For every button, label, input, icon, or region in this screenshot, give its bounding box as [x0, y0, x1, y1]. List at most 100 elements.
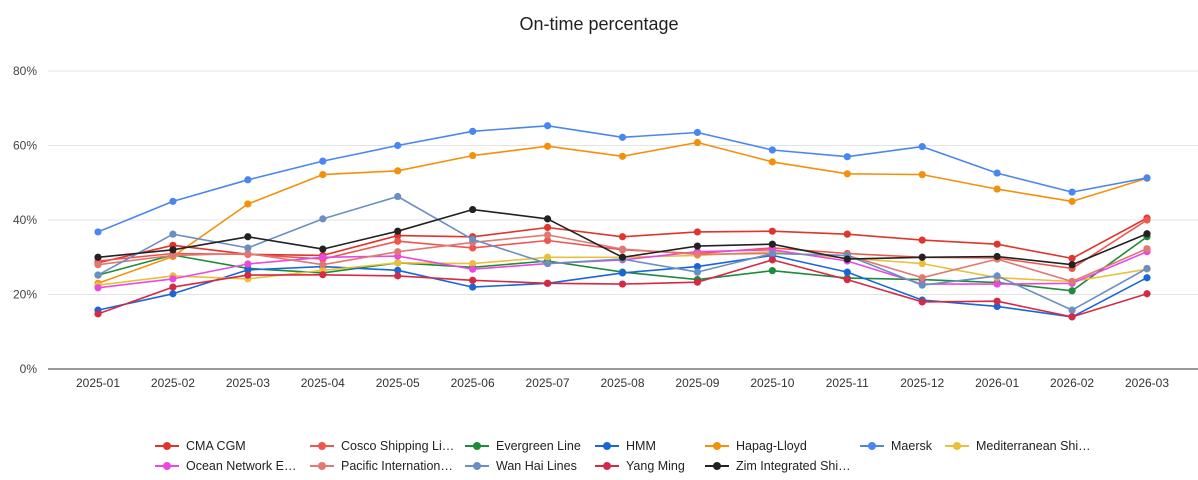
data-point-yang-ming[interactable] — [244, 271, 252, 279]
data-point-hapag-lloyd[interactable] — [244, 200, 252, 208]
data-point-yang-ming[interactable] — [618, 280, 627, 288]
data-point-yang-ming[interactable] — [469, 276, 477, 284]
data-point-hapag-lloyd[interactable] — [768, 158, 776, 166]
data-point-wan-hai-lines[interactable] — [169, 230, 177, 238]
data-point-zim-integrated-shipping-services[interactable] — [169, 246, 177, 254]
data-point-pacific-international-lines[interactable] — [169, 251, 177, 259]
data-point-yang-ming[interactable] — [94, 310, 102, 318]
data-point-zim-integrated-shipping-services[interactable] — [469, 205, 477, 214]
data-point-wan-hai-lines[interactable] — [1068, 306, 1076, 314]
data-point-wan-hai-lines[interactable] — [1143, 264, 1151, 273]
legend-item[interactable]: CMA CGM — [155, 436, 246, 456]
data-point-wan-hai-lines[interactable] — [394, 192, 402, 201]
data-point-zim-integrated-shipping-services[interactable] — [319, 245, 327, 253]
data-point-zim-integrated-shipping-services[interactable] — [244, 233, 252, 241]
data-point-maersk[interactable] — [319, 157, 327, 165]
data-point-hmm[interactable] — [469, 283, 477, 291]
data-point-pacific-international-lines[interactable] — [319, 261, 327, 269]
legend-item[interactable]: HMM — [595, 436, 656, 456]
data-point-hmm[interactable] — [993, 302, 1001, 311]
data-point-hapag-lloyd[interactable] — [993, 185, 1001, 193]
data-point-cma-cgm[interactable] — [993, 240, 1001, 248]
data-point-zim-integrated-shipping-services[interactable] — [94, 253, 102, 261]
data-point-pacific-international-lines[interactable] — [918, 274, 926, 282]
data-point-pacific-international-lines[interactable] — [1143, 245, 1151, 253]
data-point-hapag-lloyd[interactable] — [319, 170, 327, 179]
data-point-wan-hai-lines[interactable] — [993, 272, 1001, 280]
data-point-wan-hai-lines[interactable] — [918, 281, 926, 289]
data-point-yang-ming[interactable] — [1068, 313, 1076, 321]
data-point-wan-hai-lines[interactable] — [768, 249, 776, 258]
data-point-ocean-network-express[interactable] — [94, 284, 102, 292]
data-point-yang-ming[interactable] — [843, 276, 851, 284]
data-point-hapag-lloyd[interactable] — [1068, 197, 1076, 205]
legend-item[interactable]: Maersk — [860, 436, 932, 456]
data-point-wan-hai-lines[interactable] — [244, 244, 252, 252]
data-point-zim-integrated-shipping-services[interactable] — [543, 215, 552, 223]
data-point-maersk[interactable] — [94, 228, 102, 236]
data-point-maersk[interactable] — [394, 141, 402, 150]
data-point-maersk[interactable] — [918, 143, 926, 151]
data-point-ocean-network-express[interactable] — [993, 280, 1001, 288]
data-point-pacific-international-lines[interactable] — [244, 249, 252, 258]
data-point-cma-cgm[interactable] — [543, 223, 552, 232]
data-point-zim-integrated-shipping-services[interactable] — [618, 253, 627, 261]
data-point-wan-hai-lines[interactable] — [543, 259, 552, 268]
data-point-cma-cgm[interactable] — [618, 233, 627, 241]
legend-item[interactable]: Pacific Internation… — [310, 456, 453, 476]
data-point-cosco-shipping-lines[interactable] — [543, 236, 552, 245]
data-point-evergreen-line[interactable] — [768, 267, 776, 275]
data-point-cma-cgm[interactable] — [768, 227, 776, 235]
data-point-hapag-lloyd[interactable] — [469, 151, 477, 160]
legend-item[interactable]: Zim Integrated Shi… — [705, 456, 851, 476]
data-point-maersk[interactable] — [993, 169, 1001, 177]
data-point-mediterranean-shipping-company[interactable] — [469, 259, 477, 268]
data-point-yang-ming[interactable] — [543, 279, 552, 287]
data-point-pacific-international-lines[interactable] — [94, 261, 102, 269]
data-point-cosco-shipping-lines[interactable] — [1143, 216, 1151, 224]
data-point-yang-ming[interactable] — [768, 256, 776, 264]
data-point-hmm[interactable] — [618, 269, 627, 277]
data-point-hmm[interactable] — [843, 268, 851, 276]
data-point-hapag-lloyd[interactable] — [843, 170, 851, 178]
legend-item[interactable]: Evergreen Line — [465, 436, 581, 456]
data-point-cma-cgm[interactable] — [843, 230, 851, 238]
data-point-pacific-international-lines[interactable] — [543, 231, 552, 239]
data-point-hmm[interactable] — [244, 266, 252, 274]
data-point-maersk[interactable] — [543, 122, 552, 130]
data-point-maersk[interactable] — [693, 128, 702, 137]
data-point-hapag-lloyd[interactable] — [394, 167, 402, 175]
data-point-maersk[interactable] — [1068, 188, 1076, 196]
data-point-hapag-lloyd[interactable] — [543, 142, 552, 150]
legend-item[interactable]: Hapag-Lloyd — [705, 436, 807, 456]
data-point-pacific-international-lines[interactable] — [693, 250, 702, 258]
data-point-zim-integrated-shipping-services[interactable] — [1068, 261, 1076, 269]
legend-item[interactable]: Mediterranean Shi… — [945, 436, 1091, 456]
data-point-zim-integrated-shipping-services[interactable] — [394, 227, 402, 235]
data-point-zim-integrated-shipping-services[interactable] — [693, 242, 702, 250]
data-point-yang-ming[interactable] — [1143, 290, 1151, 298]
data-point-yang-ming[interactable] — [693, 278, 702, 286]
data-point-maersk[interactable] — [618, 133, 627, 141]
data-point-wan-hai-lines[interactable] — [319, 215, 327, 223]
data-point-evergreen-line[interactable] — [1068, 287, 1076, 295]
data-point-hmm[interactable] — [394, 266, 402, 274]
data-point-maersk[interactable] — [1143, 174, 1151, 182]
data-point-maersk[interactable] — [169, 197, 177, 205]
data-point-maersk[interactable] — [768, 146, 776, 154]
data-point-wan-hai-lines[interactable] — [469, 235, 477, 243]
data-point-maersk[interactable] — [244, 176, 252, 184]
data-point-cma-cgm[interactable] — [918, 236, 926, 244]
data-point-zim-integrated-shipping-services[interactable] — [918, 253, 926, 261]
data-point-zim-integrated-shipping-services[interactable] — [768, 240, 776, 248]
data-point-ocean-network-express[interactable] — [244, 260, 252, 268]
data-point-yang-ming[interactable] — [169, 283, 177, 291]
legend-item[interactable]: Wan Hai Lines — [465, 456, 577, 476]
data-point-yang-ming[interactable] — [394, 272, 402, 280]
data-point-mediterranean-shipping-company[interactable] — [543, 253, 552, 261]
data-point-yang-ming[interactable] — [993, 297, 1001, 305]
data-point-pacific-international-lines[interactable] — [394, 248, 402, 256]
data-point-mediterranean-shipping-company[interactable] — [918, 259, 926, 268]
data-point-cosco-shipping-lines[interactable] — [469, 244, 477, 252]
data-point-cma-cgm[interactable] — [1068, 254, 1076, 262]
